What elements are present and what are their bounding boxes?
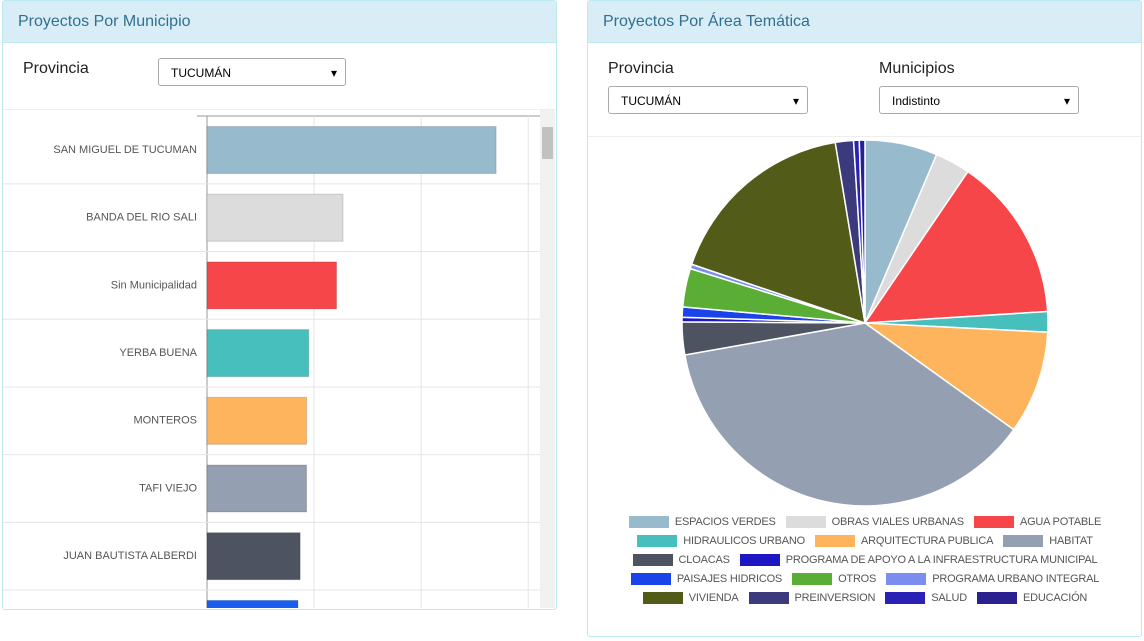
divider xyxy=(588,136,1141,137)
legend-label: PAISAJES HIDRICOS xyxy=(676,573,783,585)
legend-item[interactable]: PROGRAMA DE APOYO A LA INFRAESTRUCTURA M… xyxy=(739,554,1098,566)
legend-swatch xyxy=(628,516,669,528)
category-label: Sin Municipalidad xyxy=(111,279,197,291)
bar xyxy=(206,261,338,310)
legend-label: SALUD xyxy=(931,592,967,604)
bar xyxy=(206,126,497,174)
panel-title: Proyectos Por Área Temática xyxy=(588,1,1141,43)
field-label: Municipios xyxy=(879,60,955,77)
legend-swatch xyxy=(885,592,926,604)
bar xyxy=(206,396,308,445)
legend-label: HIDRAULICOS URBANO xyxy=(683,535,805,547)
scrollbar[interactable] xyxy=(540,110,555,608)
panel-title: Proyectos Por Municipio xyxy=(3,1,556,43)
select[interactable]: TUCUMÁN xyxy=(608,86,808,115)
bar-chart: SAN MIGUEL DE TUCUMAN BANDA DEL RIO SALI S… xyxy=(3,110,555,608)
legend-label: CLOACAS xyxy=(678,554,730,566)
scroll-thumb[interactable] xyxy=(542,127,553,159)
legend-swatch xyxy=(792,573,833,585)
category-label: SAN MIGUEL DE TUCUMAN xyxy=(53,144,197,156)
legend-swatch xyxy=(748,592,789,604)
panel-area: Proyectos Por Área Temática Provincia TU… xyxy=(587,0,1142,637)
legend-label: OTROS xyxy=(838,573,877,585)
legend-label: ARQUITECTURA PUBLICA xyxy=(860,535,994,547)
legend-label: PROGRAMA DE APOYO A LA INFRAESTRUCTURA M… xyxy=(785,554,1098,566)
bar xyxy=(206,193,344,242)
category-label: JUAN BAUTISTA ALBERDI xyxy=(63,550,197,562)
category-label: BANDA DEL RIO SALI xyxy=(86,212,197,224)
legend-item[interactable]: EDUCACIÓN xyxy=(976,592,1088,604)
field-label: Provincia xyxy=(23,60,89,77)
divider xyxy=(3,109,556,110)
bar xyxy=(206,599,299,608)
legend-item[interactable]: AGUA POTABLE xyxy=(973,516,1102,528)
legend-label: AGUA POTABLE xyxy=(1019,516,1102,528)
legend-swatch xyxy=(976,592,1017,604)
select[interactable]: Indistinto xyxy=(879,86,1079,115)
legend-swatch xyxy=(973,516,1014,528)
legend-label: PROGRAMA URBANO INTEGRAL xyxy=(932,573,1100,585)
legend-item[interactable]: VIVIENDA xyxy=(642,592,739,604)
legend-item[interactable]: PROGRAMA URBANO INTEGRAL xyxy=(886,573,1099,585)
bar xyxy=(206,329,310,378)
legend-item[interactable]: SALUD xyxy=(885,592,967,604)
pie-slice xyxy=(863,170,1049,324)
legend-label: EDUCACIÓN xyxy=(1022,592,1088,604)
legend-swatch xyxy=(814,535,855,547)
legend-swatch xyxy=(642,592,683,604)
legend-swatch xyxy=(632,554,673,566)
legend-label: HABITAT xyxy=(1049,535,1093,547)
category-label: MONTEROS xyxy=(133,415,197,427)
category-label: TAFI VIEJO xyxy=(139,482,197,494)
bar xyxy=(206,464,308,513)
category-label: YERBA BUENA xyxy=(119,347,197,359)
legend-label: VIVIENDA xyxy=(688,592,739,604)
bar xyxy=(206,532,301,581)
legend-item[interactable]: HIDRAULICOS URBANO xyxy=(637,535,805,547)
field-label: Provincia xyxy=(608,60,674,77)
legend-item[interactable]: PAISAJES HIDRICOS xyxy=(630,573,783,585)
legend-swatch xyxy=(630,573,671,585)
legend-swatch xyxy=(886,573,927,585)
pie-chart xyxy=(681,139,1049,507)
legend-item[interactable]: HABITAT xyxy=(1003,535,1093,547)
legend-item[interactable]: OBRAS VIALES URBANAS xyxy=(785,516,965,528)
legend-label: OBRAS VIALES URBANAS xyxy=(831,516,965,528)
legend-item[interactable]: OTROS xyxy=(792,573,876,585)
legend-swatch xyxy=(739,554,780,566)
legend-item[interactable]: CLOACAS xyxy=(632,554,730,566)
legend-item[interactable]: ARQUITECTURA PUBLICA xyxy=(814,535,994,547)
select[interactable]: TUCUMÁN xyxy=(158,58,346,87)
legend-label: ESPACIOS VERDES xyxy=(674,516,776,528)
pie-slice xyxy=(683,322,1015,507)
legend-label: PREINVERSION xyxy=(794,592,876,604)
pie-slice xyxy=(858,139,866,324)
legend-swatch xyxy=(637,535,678,547)
pie-slice xyxy=(862,322,1049,431)
legend-item[interactable]: ESPACIOS VERDES xyxy=(628,516,776,528)
legend-swatch xyxy=(1003,535,1044,547)
legend: ESPACIOS VERDES OBRAS VIALES URBANAS AGUA … xyxy=(588,516,1142,604)
legend-item[interactable]: PREINVERSION xyxy=(748,592,876,604)
pie-slice xyxy=(690,141,866,325)
legend-swatch xyxy=(785,516,826,528)
